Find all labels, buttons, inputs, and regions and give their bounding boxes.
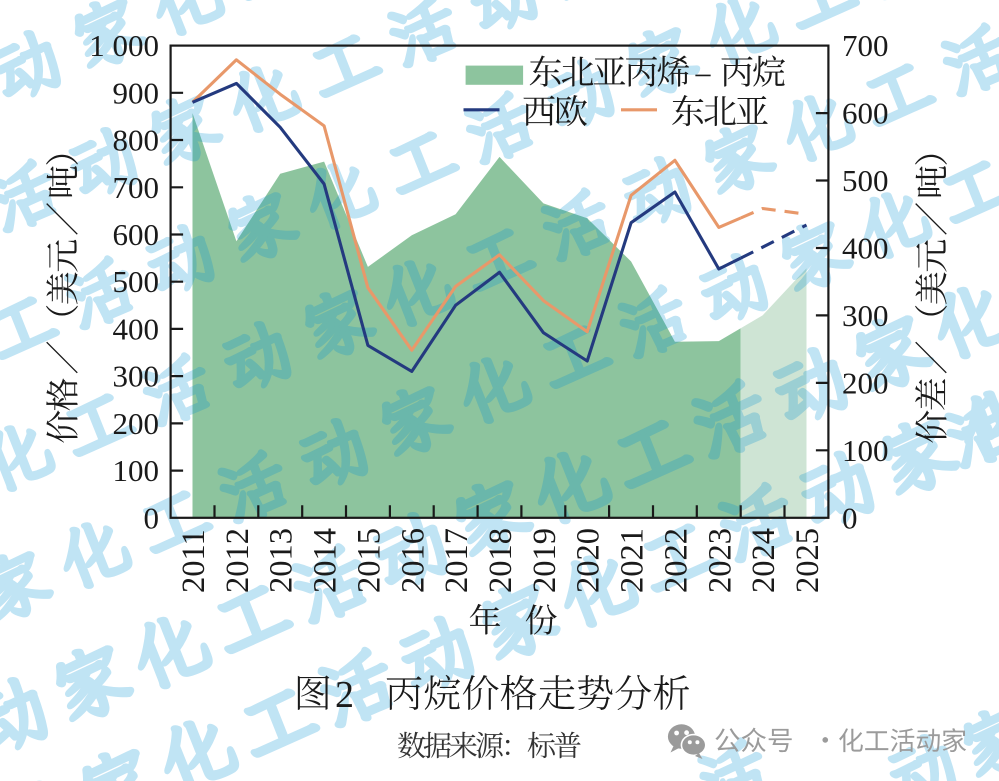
- svg-text:2011: 2011: [176, 529, 212, 593]
- svg-text:200: 200: [113, 406, 160, 441]
- svg-text:800: 800: [113, 123, 160, 158]
- svg-text:2020: 2020: [571, 528, 607, 593]
- svg-text:700: 700: [842, 28, 889, 63]
- svg-text:300: 300: [113, 359, 160, 394]
- svg-text:500: 500: [113, 264, 160, 299]
- svg-text:600: 600: [842, 96, 889, 131]
- svg-text:1 000: 1 000: [89, 28, 159, 63]
- svg-text:300: 300: [842, 298, 889, 333]
- svg-text:2014: 2014: [308, 528, 344, 593]
- svg-text:2016: 2016: [395, 528, 431, 593]
- svg-text:2015: 2015: [351, 528, 387, 593]
- svg-text:2025: 2025: [790, 528, 826, 593]
- svg-text:400: 400: [113, 311, 160, 346]
- svg-text:100: 100: [113, 453, 160, 488]
- svg-text:200: 200: [842, 365, 889, 400]
- svg-text:2018: 2018: [483, 528, 519, 593]
- svg-text:2021: 2021: [615, 528, 651, 593]
- svg-text:500: 500: [842, 163, 889, 198]
- svg-text:2024: 2024: [746, 528, 782, 593]
- svg-text:2022: 2022: [658, 528, 694, 593]
- svg-text:600: 600: [113, 217, 160, 252]
- svg-text:900: 900: [113, 75, 160, 110]
- svg-text:0: 0: [144, 500, 160, 535]
- svg-text:2: 2: [335, 674, 354, 716]
- svg-text:2012: 2012: [220, 528, 256, 593]
- svg-text:2017: 2017: [439, 528, 475, 593]
- svg-text:2013: 2013: [264, 528, 300, 593]
- svg-text:400: 400: [842, 231, 889, 266]
- svg-text:2023: 2023: [702, 528, 738, 593]
- svg-text:700: 700: [113, 170, 160, 205]
- svg-text:100: 100: [842, 433, 889, 468]
- svg-text:2019: 2019: [527, 528, 563, 593]
- svg-text:0: 0: [842, 500, 858, 535]
